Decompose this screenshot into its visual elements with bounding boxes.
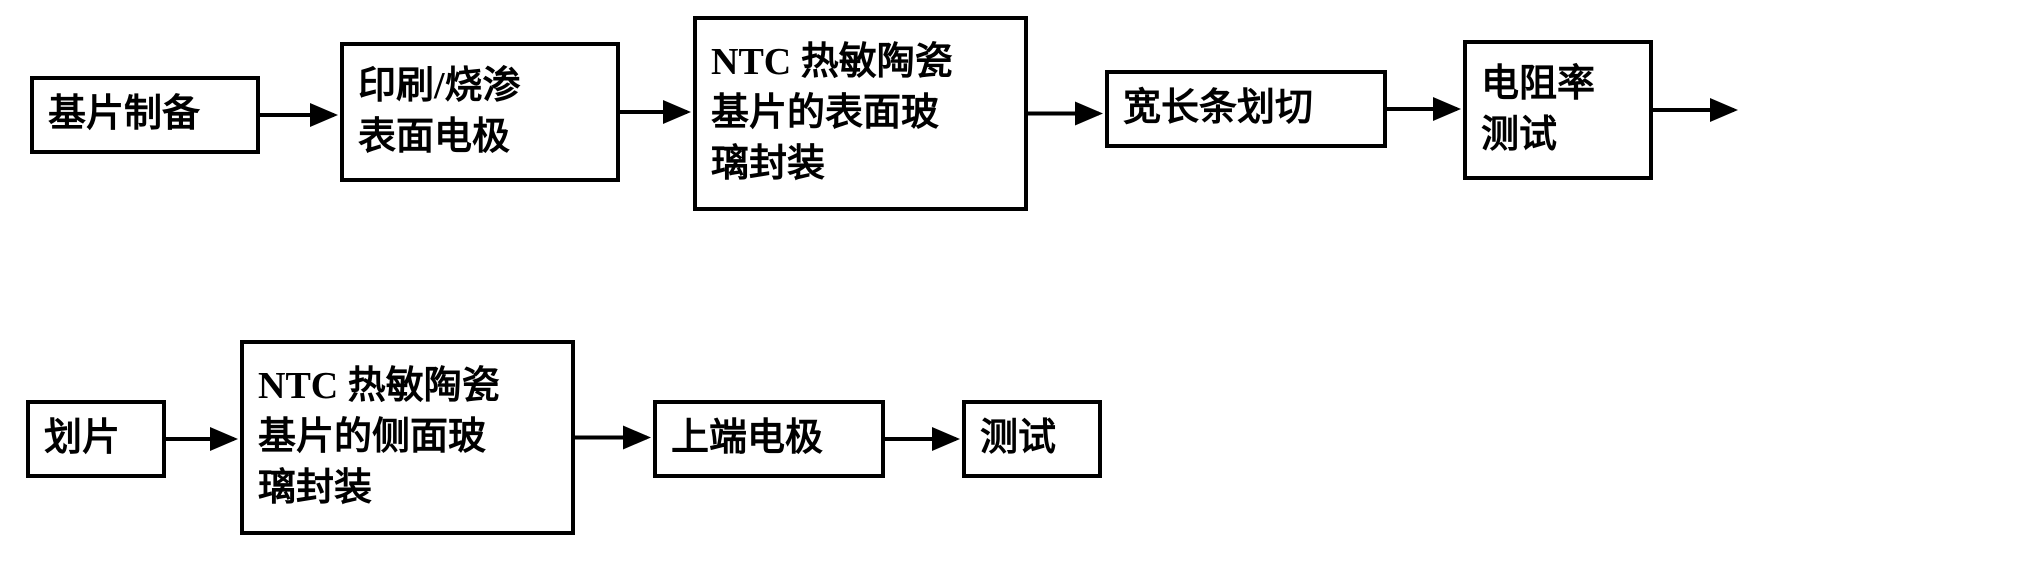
flow-node: 印刷/烧渗 表面电极 xyxy=(340,42,620,182)
flow-node-label: 印刷/烧渗 表面电极 xyxy=(358,61,521,164)
flow-node-label: 电阻率 测试 xyxy=(1481,59,1595,162)
flow-node-label: 测试 xyxy=(980,413,1056,464)
flow-node-label: 划片 xyxy=(44,413,120,464)
flow-node: NTC 热敏陶瓷 基片的侧面玻 璃封装 xyxy=(240,340,575,535)
flow-node-label: NTC 热敏陶瓷 基片的表面玻 璃封装 xyxy=(711,37,953,191)
flow-node-label: 基片制备 xyxy=(48,89,200,140)
flow-node-label: 上端电极 xyxy=(671,413,823,464)
flow-node: 测试 xyxy=(962,400,1102,478)
flow-node: 划片 xyxy=(26,400,166,478)
flow-node-label: NTC 热敏陶瓷 基片的侧面玻 璃封装 xyxy=(258,361,500,515)
flow-node: NTC 热敏陶瓷 基片的表面玻 璃封装 xyxy=(693,16,1028,211)
flow-node: 上端电极 xyxy=(653,400,885,478)
flow-node-label: 宽长条划切 xyxy=(1123,83,1313,134)
flow-node: 基片制备 xyxy=(30,76,260,154)
flow-node: 宽长条划切 xyxy=(1105,70,1387,148)
flow-node: 电阻率 测试 xyxy=(1463,40,1653,180)
